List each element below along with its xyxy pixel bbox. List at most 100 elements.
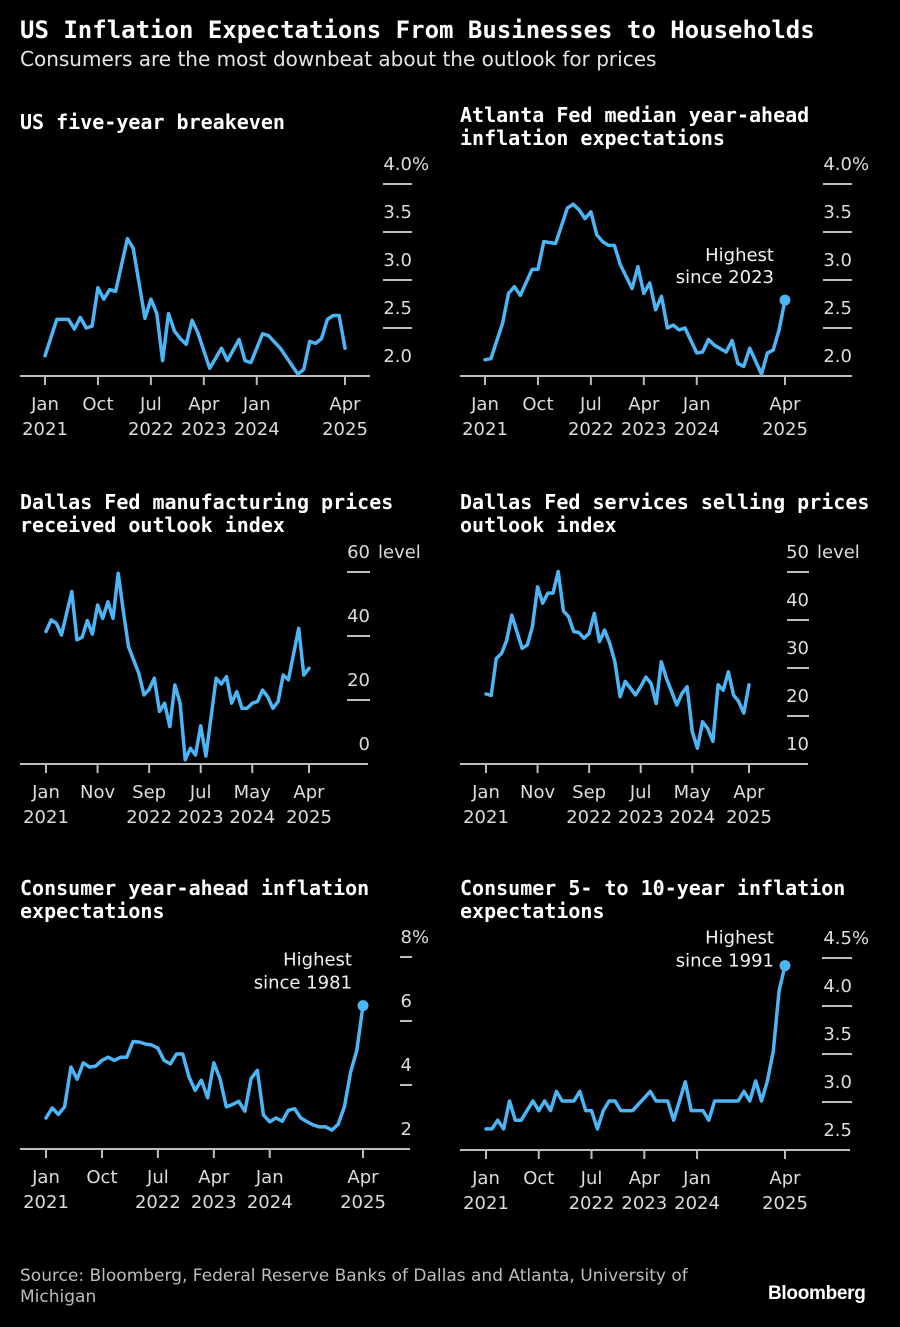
chart-panel-4: 10 20 30 40 50 level Jan 2021 Nov Sep 2022 Jul 2023 M…: [460, 542, 860, 828]
x-tick-label-month: Apr: [188, 394, 220, 415]
y-tick-label: 2.0: [823, 346, 852, 367]
y-unit-label: %: [412, 154, 429, 175]
y-tick-label: 3.5: [383, 202, 412, 223]
y-tick-label: 60: [347, 542, 370, 563]
x-tick-label-year: 2022: [128, 419, 174, 440]
latest-point-marker: [357, 1000, 369, 1012]
x-tick-label-month: Jan: [682, 1168, 711, 1189]
y-unit-label: %: [852, 928, 869, 949]
annotation-line-1: Highest: [705, 245, 774, 266]
x-tick-label-year: 2024: [674, 1193, 720, 1214]
y-tick-label: 8: [401, 927, 412, 948]
x-tick-label-year: 2021: [23, 807, 69, 828]
x-tick-label-year: 2025: [322, 419, 368, 440]
source-note: Source: Bloomberg, Federal Reserve Banks…: [20, 1266, 688, 1307]
x-tick-label-year: 2025: [762, 419, 808, 440]
latest-point-marker: [779, 294, 791, 306]
chart-panel-5: 2 4 6 8 % Jan 2021 Oct Jul 2022 Apr 2023 Jan 2024 Apr 2…: [20, 927, 429, 1213]
bloomberg-logo: Bloomberg: [768, 1283, 866, 1304]
x-tick-label-year: 2023: [181, 419, 227, 440]
x-tick-label-year: 2023: [618, 807, 664, 828]
x-tick-label-month: Jul: [189, 782, 212, 803]
y-tick-label: 3.0: [823, 1072, 852, 1093]
x-tick-label-month: Jul: [629, 782, 652, 803]
annotation-line-2: since 1981: [254, 973, 352, 994]
x-tick-label-month: Jan: [471, 782, 500, 803]
x-tick-label-year: 2023: [178, 807, 224, 828]
x-tick-label-year: 2023: [621, 1193, 667, 1214]
x-tick-label-year: 2024: [247, 1192, 293, 1213]
y-tick-label: 3.5: [823, 202, 852, 223]
y-tick-label: 2.5: [823, 298, 852, 319]
series-line: [484, 569, 751, 750]
annotation-line-1: Highest: [283, 950, 352, 971]
y-tick-label: 4: [401, 1055, 412, 1076]
y-tick-label: 40: [347, 606, 370, 627]
panel-title-consumer-5-10-year: Consumer 5- to 10-year inflation expecta…: [460, 876, 846, 923]
x-tick-label-month: Jan: [31, 1167, 60, 1188]
x-tick-label-year: 2021: [22, 419, 68, 440]
panel-title-breakeven: US five-year breakeven: [20, 110, 285, 134]
chart-panel-3: 0 20 40 60 level Jan 2021 Nov Sep 2022 Jul 2023 May 2…: [20, 542, 421, 828]
x-tick-label-month: Jan: [682, 394, 711, 415]
x-tick-label-month: Oct: [523, 1168, 554, 1189]
x-tick-label-month: Jul: [139, 394, 162, 415]
series-line: [44, 571, 311, 762]
chart-title: US Inflation Expectations From Businesse…: [20, 16, 815, 44]
x-tick-label-year: 2022: [126, 807, 172, 828]
y-tick-label: 2: [401, 1119, 412, 1140]
x-tick-label-month: Oct: [522, 394, 553, 415]
y-unit-label: level: [378, 542, 421, 563]
x-tick-label-year: 2022: [568, 419, 614, 440]
y-tick-label: 4.0: [823, 976, 852, 997]
y-tick-label: 3.5: [823, 1024, 852, 1045]
x-tick-label-month: Nov: [80, 782, 115, 803]
x-tick-label-month: Apr: [347, 1167, 379, 1188]
y-tick-label: 3.0: [823, 250, 852, 271]
x-tick-label-month: Apr: [198, 1167, 230, 1188]
x-tick-label-month: Apr: [769, 1168, 801, 1189]
chart-panel-2: 2.0 2.5 3.0 3.5 4.0 % Jan 2021 Oct Jul 2022 Apr 2023…: [460, 154, 869, 440]
y-tick-label: 20: [786, 686, 809, 707]
series-line: [484, 963, 787, 1131]
x-tick-label-year: 2021: [23, 1192, 69, 1213]
y-unit-label: level: [817, 542, 860, 563]
x-tick-label-month: Jan: [255, 1167, 284, 1188]
x-tick-label-year: 2021: [463, 1193, 509, 1214]
x-tick-label-month: Jul: [580, 1168, 603, 1189]
y-tick-label: 0: [359, 734, 370, 755]
x-tick-label-month: Apr: [329, 394, 361, 415]
y-tick-label: 10: [786, 734, 809, 755]
y-tick-label: 6: [401, 991, 412, 1012]
panel-title-dallas-services: Dallas Fed services selling prices outlo…: [460, 490, 870, 537]
x-tick-label-year: 2023: [621, 419, 667, 440]
y-tick-label: 40: [786, 590, 809, 611]
x-tick-label-year: 2025: [340, 1192, 386, 1213]
x-tick-label-year: 2024: [669, 807, 715, 828]
chart-panel-6: 2.5 3.0 3.5 4.0 4.5 % Jan 2021 Oct Jul 2022 Apr 2023…: [460, 928, 869, 1214]
annotation-line-1: Highest: [705, 928, 774, 949]
annotation-line-2: since 2023: [676, 267, 774, 288]
x-tick-label-year: 2023: [191, 1192, 237, 1213]
x-tick-label-month: Jan: [471, 1168, 500, 1189]
x-tick-label-month: May: [234, 782, 272, 803]
x-tick-label-month: Jan: [242, 394, 271, 415]
y-tick-label: 4.5: [823, 928, 852, 949]
y-tick-label: 50: [786, 542, 809, 563]
panel-title-atlanta-fed: Atlanta Fed median year-ahead inflation …: [460, 103, 810, 150]
x-tick-label-month: Apr: [769, 394, 801, 415]
x-tick-label-year: 2025: [762, 1193, 808, 1214]
y-tick-label: 30: [786, 638, 809, 659]
x-tick-label-month: Jul: [146, 1167, 169, 1188]
y-tick-label: 2.5: [383, 298, 412, 319]
x-tick-label-month: Apr: [733, 782, 765, 803]
panel-title-consumer-year-ahead: Consumer year-ahead inflation expectatio…: [20, 876, 370, 923]
chart-panel-1: 2.0 2.5 3.0 3.5 4.0 % Jan 2021 Oct Jul 2022 Apr 2023…: [20, 154, 429, 440]
y-tick-label: 2.5: [823, 1120, 852, 1141]
y-tick-label: 4.0: [823, 154, 852, 175]
y-unit-label: %: [412, 927, 429, 948]
x-tick-label-year: 2024: [229, 807, 275, 828]
series-line: [43, 236, 347, 376]
y-tick-label: 2.0: [383, 346, 412, 367]
